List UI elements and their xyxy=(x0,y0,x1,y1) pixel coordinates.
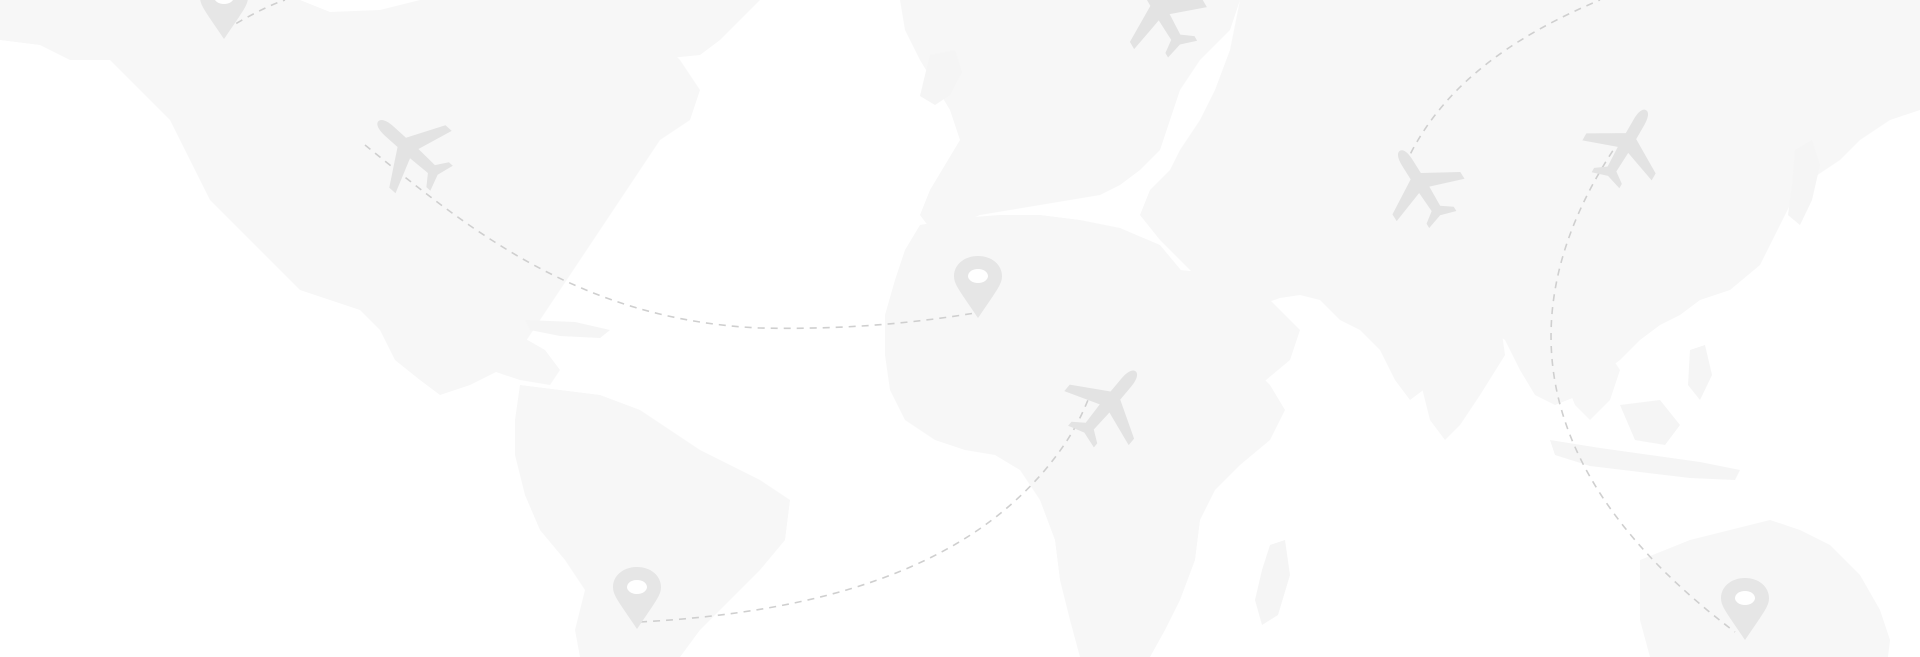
landmass-madagascar xyxy=(1255,540,1290,625)
route-asia-to-australia xyxy=(1550,139,1736,633)
landmass-north-america xyxy=(0,0,700,395)
landmass-caribbean xyxy=(525,320,610,338)
landmass-scandinavia xyxy=(1020,30,1120,120)
landmass-japan xyxy=(1788,140,1820,225)
landmass-central-america xyxy=(420,300,560,385)
landmass-greenland xyxy=(560,0,760,58)
landmass-southeast-asia xyxy=(1560,330,1620,420)
route-europe-to-asia xyxy=(1404,0,1601,166)
landmass-philippines xyxy=(1688,345,1712,400)
landmass-borneo xyxy=(1620,400,1680,445)
route-sa-to-africa xyxy=(639,394,1091,623)
landmass-africa xyxy=(885,215,1285,657)
landmass-india xyxy=(1410,300,1505,440)
landmass-far-east xyxy=(1860,20,1920,100)
landmass-south-america xyxy=(515,385,790,657)
landmass-indonesia xyxy=(1550,440,1740,480)
route-na-to-africa xyxy=(364,144,976,330)
landmass-europe xyxy=(900,0,1240,235)
landmass-asia xyxy=(1140,0,1920,405)
landmass-british-isles xyxy=(920,50,962,105)
flight-routes xyxy=(224,0,1736,633)
